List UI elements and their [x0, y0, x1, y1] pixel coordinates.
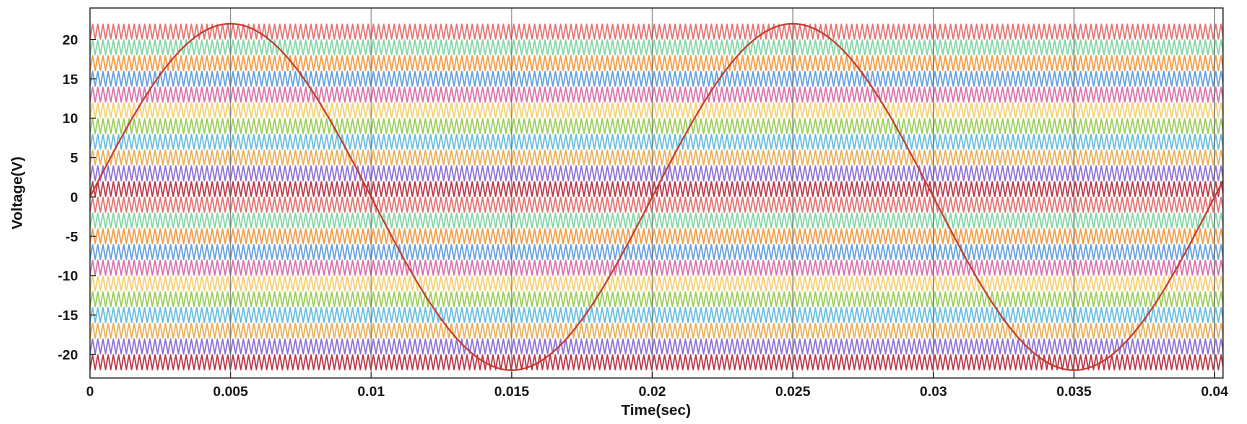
y-tick-label: -10: [58, 268, 78, 284]
carrier-band-18: [90, 86, 1223, 103]
carrier-band-10: [90, 212, 1223, 229]
x-tick-label: 0.015: [494, 383, 529, 399]
x-tick-label: 0.04: [1201, 383, 1228, 399]
y-tick-label: 20: [62, 31, 78, 47]
carrier-band-22: [90, 23, 1223, 40]
reference-sine-point: [721, 72, 724, 76]
reference-sine-point: [1213, 195, 1216, 199]
carrier-band-3: [90, 322, 1223, 339]
reference-sine-point: [580, 318, 584, 321]
carrier-band-6: [90, 275, 1223, 292]
reference-sine-point: [510, 368, 513, 372]
y-tick-label: -20: [58, 346, 78, 362]
plot-frame: [89, 7, 1224, 379]
y-tick-label: -5: [66, 228, 79, 244]
carrier-band-5: [90, 291, 1223, 308]
reference-sine-point: [1072, 368, 1076, 372]
reference-sine-point: [932, 195, 935, 199]
carrier-band-21: [90, 39, 1223, 56]
reference-sine-point: [299, 72, 303, 76]
carrier-band-13: [90, 165, 1223, 182]
carrier-band-16: [90, 118, 1223, 135]
reference-sine-point: [369, 195, 373, 199]
x-tick-label: 0.01: [358, 383, 385, 399]
carrier-bands: [90, 23, 1223, 371]
reference-sine-point: [159, 72, 162, 76]
carrier-band-17: [90, 102, 1223, 119]
x-tick-label: 0.03: [920, 383, 947, 399]
carrier-band-19: [90, 70, 1223, 87]
y-tick-label: -15: [58, 307, 78, 323]
series-layer: [90, 22, 1223, 372]
carrier-band-4: [90, 306, 1223, 324]
carrier-band-20: [90, 55, 1223, 72]
y-axis-label: Voltage(V): [9, 156, 26, 229]
y-tick-label: 0: [70, 189, 78, 205]
x-tick-label: 0.035: [1056, 383, 1091, 399]
carrier-band-1: [90, 354, 1223, 371]
carrier-band-8: [90, 244, 1223, 261]
y-tick-label: 10: [62, 110, 78, 126]
y-axis-ticks: 20 15 10 5 0 -5 -10 -15 -20: [58, 31, 96, 362]
carrier-band-9: [90, 228, 1223, 245]
reference-sine-point: [229, 22, 232, 25]
carrier-band-12: [90, 181, 1223, 198]
reference-sine-point: [1002, 318, 1005, 321]
carrier-band-7: [90, 259, 1223, 276]
carrier-band-14: [90, 149, 1223, 166]
x-tick-label: 0: [86, 383, 94, 399]
x-tick-label: 0.025: [775, 383, 810, 399]
reference-sine-point: [861, 72, 865, 76]
x-tick-label: 0.02: [639, 383, 666, 399]
x-axis-label: Time(sec): [621, 402, 691, 419]
x-tick-label: 0.005: [213, 383, 248, 399]
y-tick-label: 5: [70, 150, 78, 166]
reference-sine-point: [1143, 318, 1146, 321]
reference-sine-line: [90, 22, 1223, 371]
grid-lines: [90, 8, 1216, 378]
x-axis-ticks: 0 0.005 0.01 0.015 0.02 0.025 0.03 0.035 0.04: [86, 372, 1228, 399]
reference-sine-point: [651, 195, 654, 199]
reference-sine-point: [791, 22, 795, 25]
carrier-band-11: [90, 196, 1223, 213]
carrier-band-15: [90, 133, 1223, 150]
carrier-band-2: [90, 338, 1223, 355]
reference-sine-point: [440, 318, 443, 321]
y-tick-label: 15: [62, 71, 78, 87]
